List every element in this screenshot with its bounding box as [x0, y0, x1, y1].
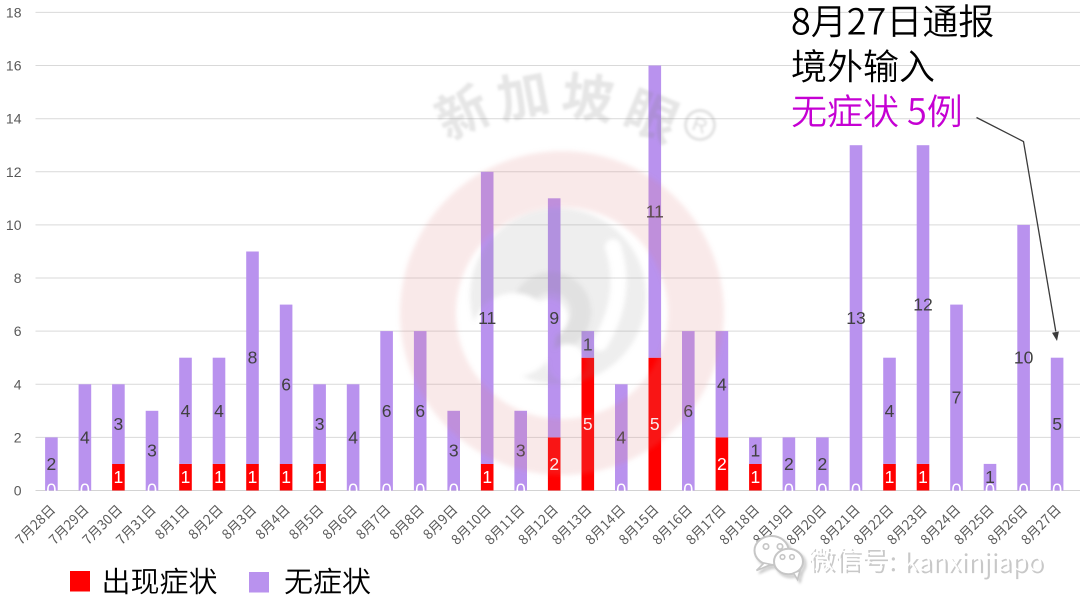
svg-text:2: 2	[818, 454, 828, 474]
svg-text:6: 6	[382, 401, 392, 421]
svg-text:1: 1	[751, 441, 761, 461]
svg-text:1: 1	[482, 467, 492, 487]
svg-text:4: 4	[80, 427, 90, 447]
svg-text:2: 2	[47, 454, 57, 474]
svg-text:0: 0	[415, 481, 425, 501]
svg-text:0: 0	[348, 481, 358, 501]
svg-text:18: 18	[6, 4, 22, 20]
svg-text:1: 1	[214, 467, 224, 487]
svg-text:1: 1	[114, 467, 124, 487]
svg-text:0: 0	[1052, 481, 1062, 501]
svg-text:5: 5	[1052, 414, 1062, 434]
svg-text:0: 0	[516, 481, 526, 501]
svg-text:6: 6	[415, 401, 425, 421]
svg-text:0: 0	[616, 481, 626, 501]
svg-text:0: 0	[851, 481, 861, 501]
svg-text:0: 0	[382, 481, 392, 501]
svg-text:0: 0	[80, 481, 90, 501]
svg-text:1: 1	[918, 467, 928, 487]
svg-text:0: 0	[46, 481, 56, 501]
svg-text:12: 12	[6, 164, 22, 180]
svg-text:0: 0	[683, 481, 693, 501]
svg-text:2: 2	[784, 454, 794, 474]
svg-text:2: 2	[717, 454, 727, 474]
svg-text:0: 0	[985, 481, 995, 501]
svg-text:7: 7	[952, 388, 962, 408]
svg-text:4: 4	[348, 427, 358, 447]
svg-text:2: 2	[14, 429, 22, 445]
svg-text:4: 4	[214, 401, 224, 421]
svg-text:0: 0	[449, 481, 459, 501]
svg-text:0: 0	[784, 481, 794, 501]
svg-text:0: 0	[1019, 481, 1029, 501]
svg-text:R: R	[689, 113, 710, 139]
svg-text:1: 1	[885, 467, 895, 487]
svg-text:1: 1	[248, 467, 258, 487]
svg-text:4: 4	[181, 401, 191, 421]
svg-text:10: 10	[1014, 348, 1034, 368]
svg-text:1: 1	[281, 467, 291, 487]
svg-text:10: 10	[6, 217, 22, 233]
svg-text:1: 1	[751, 467, 761, 487]
svg-text:3: 3	[114, 414, 124, 434]
svg-text:1: 1	[181, 467, 191, 487]
svg-text:3: 3	[449, 441, 459, 461]
svg-text:8: 8	[248, 348, 258, 368]
svg-text:4: 4	[14, 376, 22, 392]
svg-text:1: 1	[985, 467, 995, 487]
svg-text:6: 6	[281, 374, 291, 394]
svg-text:8: 8	[14, 270, 22, 286]
svg-text:0: 0	[147, 481, 157, 501]
svg-text:4: 4	[885, 401, 895, 421]
svg-text:0: 0	[951, 481, 961, 501]
svg-text:4: 4	[717, 374, 727, 394]
svg-text:12: 12	[913, 295, 932, 315]
svg-text:3: 3	[147, 441, 157, 461]
svg-text:16: 16	[6, 58, 22, 74]
svg-text:3: 3	[315, 414, 325, 434]
svg-text:14: 14	[6, 111, 22, 127]
svg-text:1: 1	[315, 467, 325, 487]
svg-text:0: 0	[14, 483, 22, 499]
svg-text:0: 0	[817, 481, 827, 501]
svg-text:6: 6	[14, 323, 22, 339]
svg-text:13: 13	[846, 308, 865, 328]
